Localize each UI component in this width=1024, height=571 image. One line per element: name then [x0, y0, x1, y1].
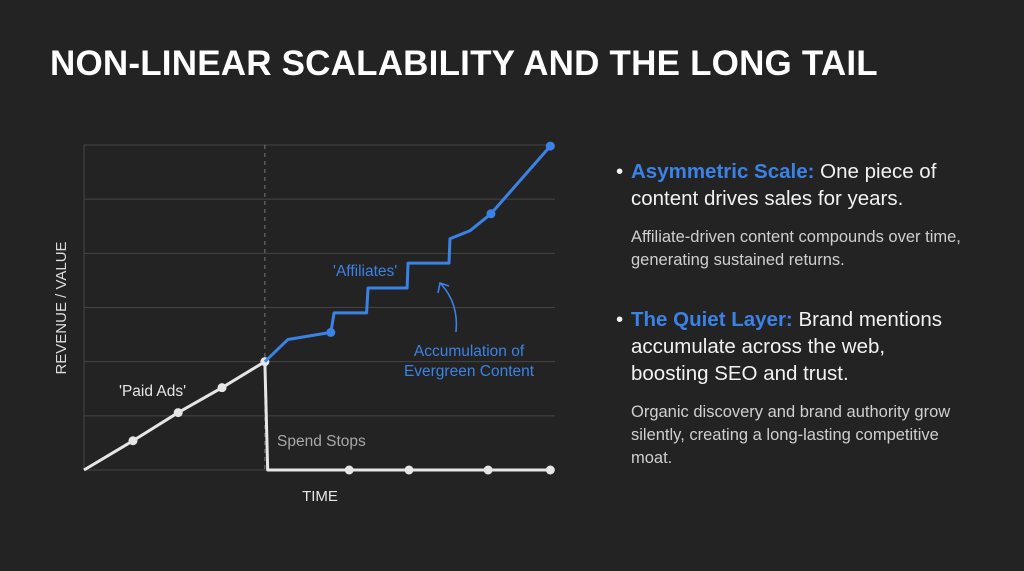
point-1-heading: Asymmetric Scale:	[631, 160, 815, 183]
data-point	[486, 209, 496, 219]
annotation-arrow-head	[437, 281, 450, 294]
point-1-detail: Affiliate-driven content compounds over …	[631, 228, 961, 269]
point-2-text: Brand mentions accumulate across the web…	[631, 308, 943, 385]
data-point	[344, 465, 354, 475]
accumulation-label-line2: Evergreen Content	[404, 363, 535, 380]
data-point	[483, 465, 493, 475]
point-2-detail: Organic discovery and brand authority gr…	[631, 403, 951, 467]
annotation-arrow	[440, 283, 458, 333]
grid	[83, 144, 555, 471]
point-2-heading: The Quiet Layer:	[631, 308, 793, 331]
affiliates-label: 'Affiliates'	[333, 263, 397, 280]
data-point	[404, 465, 414, 475]
data-point	[545, 465, 555, 475]
point-2-main: • The Quiet Layer: Brand mentions accumul…	[612, 306, 966, 387]
series-line-2	[263, 145, 552, 363]
y-axis-label: REVENUE / VALUE	[53, 241, 70, 374]
point-1-main: • Asymmetric Scale: One piece of content …	[612, 158, 971, 212]
point-2: • The Quiet Layer: Brand mentions accumul…	[612, 306, 982, 470]
data-point	[173, 408, 183, 418]
slide-title: NON-LINEAR SCALABILITY AND THE LONG TAIL	[50, 44, 878, 83]
paid-ads-label: 'Paid Ads'	[119, 383, 186, 400]
spend-stops-label: Spend Stops	[277, 433, 366, 450]
point-1-text: One piece of content drives sales for ye…	[631, 160, 937, 210]
bullet-icon: •	[616, 160, 624, 183]
bullet-icon: •	[616, 308, 624, 331]
series-layer	[83, 141, 555, 475]
data-point	[545, 141, 555, 151]
data-point	[217, 383, 227, 393]
accumulation-label-line1: Accumulation of	[414, 343, 525, 360]
chart: REVENUE / VALUE TIME 'Paid Ads' Spend St…	[53, 141, 555, 505]
series-line-1	[263, 361, 551, 472]
point-1: • Asymmetric Scale: One piece of content …	[612, 158, 982, 272]
x-axis-label: TIME	[302, 488, 338, 505]
data-point	[326, 327, 336, 337]
data-point	[128, 436, 138, 446]
